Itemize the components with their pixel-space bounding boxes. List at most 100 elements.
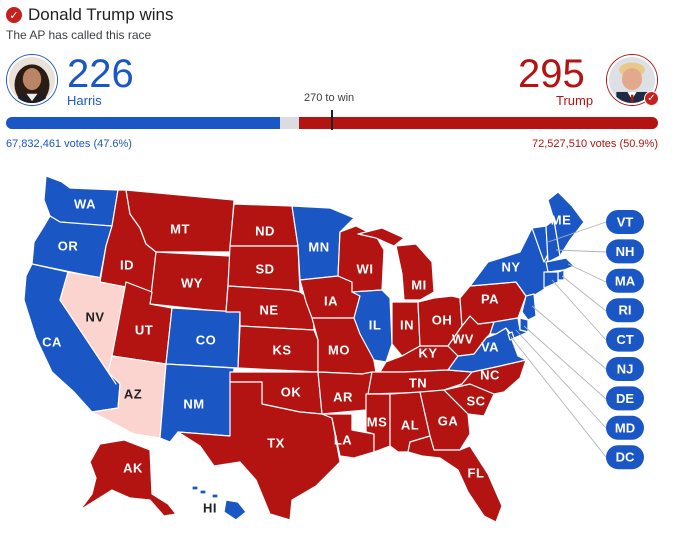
pill-label-DC: DC — [616, 450, 635, 465]
result-header: ✓ Donald Trump wins — [6, 5, 174, 25]
electoral-map: WA OR CA NV ID MT WY UT AZ CO NM ND SD N… — [23, 175, 644, 523]
pill-bg-NJ[interactable] — [606, 357, 644, 381]
pill-VT[interactable]: VT — [606, 210, 644, 234]
label-NE: NE — [259, 303, 278, 318]
threshold-marker — [331, 110, 333, 130]
pill-label-RI: RI — [619, 303, 632, 318]
label-WV: WV — [452, 332, 474, 347]
pill-bg-CT[interactable] — [606, 327, 644, 352]
pill-RI[interactable]: RI — [606, 298, 644, 323]
pill-bg-MA[interactable] — [606, 268, 644, 293]
state-AK[interactable] — [79, 439, 177, 517]
label-WA: WA — [74, 197, 96, 212]
label-FL: FL — [468, 466, 485, 481]
pill-bg-VT[interactable] — [606, 210, 644, 234]
state-MI[interactable] — [357, 227, 435, 301]
harris-name: Harris — [67, 93, 102, 108]
label-NM: NM — [183, 397, 204, 412]
pill-DC[interactable]: DC — [606, 445, 644, 470]
pill-NJ[interactable]: NJ — [606, 357, 644, 381]
label-NV: NV — [85, 310, 104, 325]
pill-label-MA: MA — [615, 273, 636, 288]
label-GA: GA — [438, 414, 459, 429]
state-IL[interactable] — [351, 289, 393, 363]
pill-label-CT: CT — [616, 332, 633, 347]
label-ND: ND — [255, 224, 275, 239]
pill-bg-MD[interactable] — [606, 415, 644, 440]
label-AK: AK — [123, 461, 143, 476]
label-MN: MN — [308, 240, 329, 255]
winner-check-icon: ✓ — [644, 91, 659, 106]
label-WY: WY — [181, 276, 203, 291]
state-CT[interactable] — [543, 271, 559, 289]
trump-popular-vote: 72,527,510 votes (50.9%) — [532, 138, 658, 150]
pill-bg-RI[interactable] — [606, 298, 644, 323]
harris-popular-vote: 67,832,461 votes (47.6%) — [6, 138, 132, 150]
state-TX[interactable] — [177, 381, 341, 521]
pill-bg-NH[interactable] — [606, 239, 644, 264]
pill-NH[interactable]: NH — [606, 239, 644, 264]
label-AL: AL — [401, 418, 419, 433]
harris-avatar — [7, 55, 57, 105]
label-ID: ID — [120, 258, 134, 273]
pill-MD[interactable]: MD — [606, 415, 644, 440]
label-WI: WI — [357, 262, 374, 277]
label-LA: LA — [334, 433, 352, 448]
state-HI[interactable] — [191, 485, 247, 521]
state-DC[interactable] — [507, 331, 515, 341]
label-VA: VA — [481, 340, 499, 355]
label-CA: CA — [42, 335, 62, 350]
label-HI: HI — [203, 501, 217, 516]
trump-avatar — [607, 55, 657, 105]
label-AR: AR — [333, 390, 353, 405]
pill-label-MD: MD — [615, 420, 635, 435]
label-CO: CO — [196, 333, 217, 348]
race-subtitle: The AP has called this race — [6, 28, 152, 42]
label-MO: MO — [328, 343, 350, 358]
label-IL: IL — [369, 318, 382, 333]
label-OK: OK — [281, 385, 302, 400]
electoral-bar-rep — [299, 117, 658, 129]
state-labels: WA OR CA NV ID MT WY UT AZ CO NM ND SD N… — [42, 197, 571, 516]
trump-name: Trump — [556, 93, 594, 108]
label-MI: MI — [411, 278, 426, 293]
label-SD: SD — [255, 262, 274, 277]
threshold-label: 270 to win — [304, 92, 355, 104]
pill-bg-DC[interactable] — [606, 445, 644, 470]
label-MS: MS — [367, 415, 388, 430]
label-SC: SC — [466, 394, 485, 409]
label-KY: KY — [418, 346, 437, 361]
label-TN: TN — [409, 376, 427, 391]
pill-label-DE: DE — [616, 391, 634, 406]
pill-bg-DE[interactable] — [606, 386, 644, 411]
state-MA[interactable] — [545, 257, 575, 273]
pill-DE[interactable]: DE — [606, 386, 644, 411]
label-IN: IN — [400, 318, 414, 333]
label-OH: OH — [432, 313, 453, 328]
state-NJ[interactable] — [521, 293, 537, 321]
small-state-pills: VT NH MA RI CT NJ DE MD DC — [606, 210, 644, 470]
harris-electoral-votes: 226 — [67, 52, 134, 96]
state-RI[interactable] — [557, 269, 565, 281]
state-FL[interactable] — [407, 435, 503, 523]
label-IA: IA — [324, 294, 338, 309]
race-title: Donald Trump wins — [28, 5, 174, 24]
label-MT: MT — [170, 222, 190, 237]
state-ME[interactable] — [547, 191, 585, 257]
pill-CT[interactable]: CT — [606, 327, 644, 352]
pill-label-VT: VT — [617, 215, 634, 230]
label-NY: NY — [501, 260, 520, 275]
label-PA: PA — [481, 292, 499, 307]
label-OR: OR — [58, 239, 79, 254]
pill-label-NH: NH — [616, 244, 635, 259]
label-UT: UT — [135, 323, 153, 338]
electoral-bar-dem — [6, 117, 280, 129]
label-KS: KS — [272, 343, 291, 358]
label-NC: NC — [480, 368, 500, 383]
check-icon: ✓ — [6, 7, 22, 23]
trump-electoral-votes: 295 — [518, 52, 585, 96]
pill-label-NJ: NJ — [617, 362, 634, 377]
pill-MA[interactable]: MA — [606, 268, 644, 293]
small-state-leaders — [510, 221, 607, 458]
label-TX: TX — [267, 436, 285, 451]
